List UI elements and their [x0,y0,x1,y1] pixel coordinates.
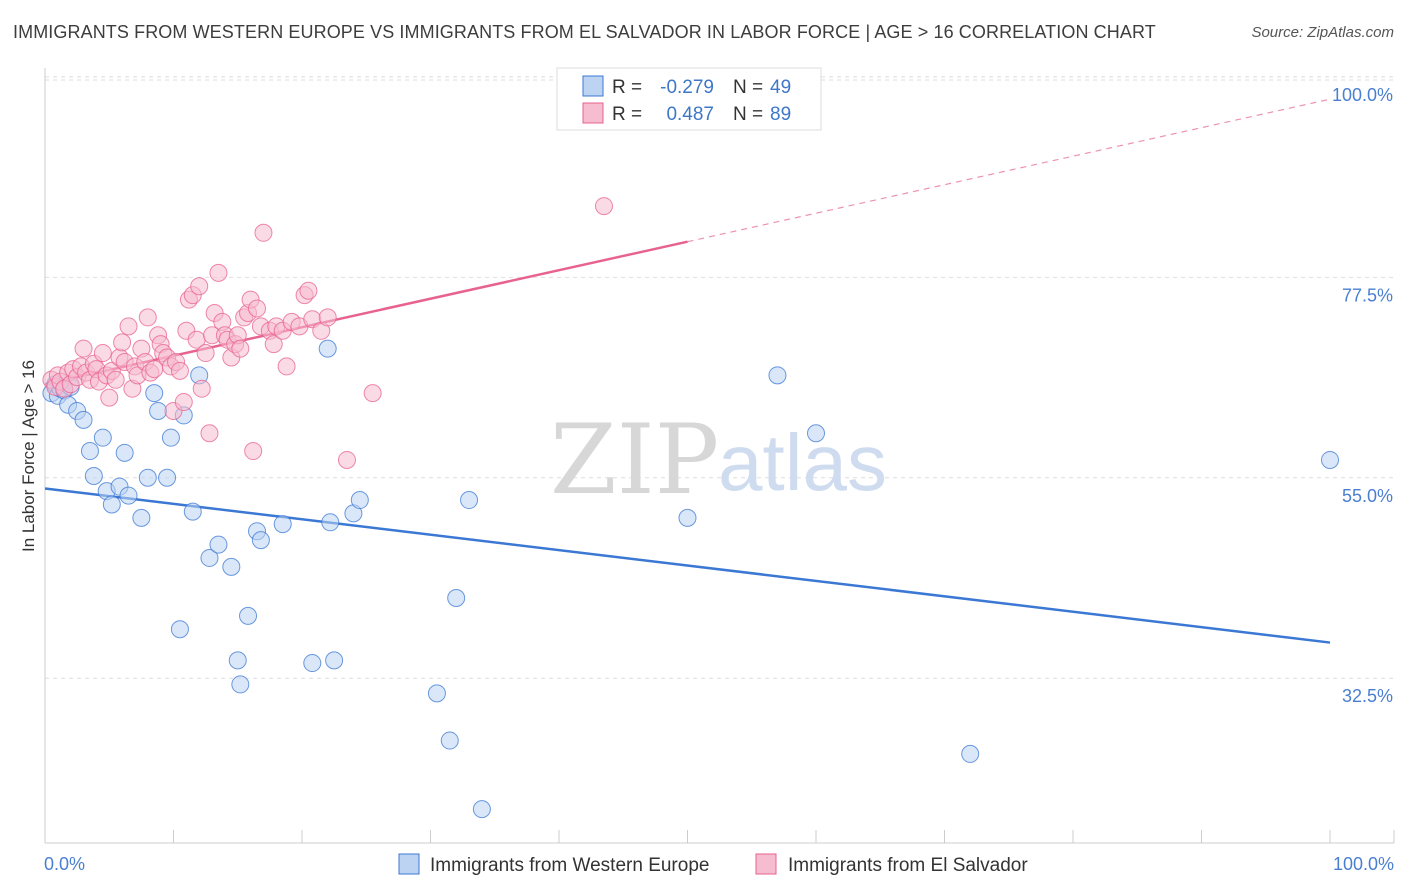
point-el-salvador [138,308,157,327]
point-western-europe [678,508,697,527]
point-el-salvador [254,223,273,242]
point-el-salvador [119,317,138,336]
y-tick-label: 55.0% [1342,486,1393,506]
point-western-europe [119,486,138,505]
point-el-salvador [190,277,209,296]
legend-n-value-1: 49 [770,77,791,98]
point-western-europe [80,442,99,461]
y-tick-label: 32.5% [1342,686,1393,706]
point-el-salvador [318,308,337,327]
point-western-europe [460,491,479,510]
point-western-europe [228,651,247,670]
bottom-legend: Immigrants from Western Europe Immigrant… [398,853,1028,876]
legend-r-value-2: 0.487 [666,104,714,125]
legend-swatch-blue [582,75,604,97]
point-western-europe [273,515,292,534]
point-el-salvador [174,393,193,412]
watermark-zip: ZIP [550,404,719,516]
point-western-europe [183,502,202,521]
point-western-europe [200,548,219,567]
point-western-europe [138,468,157,487]
point-western-europe [440,731,459,750]
legend-n-value-2: 89 [770,104,791,125]
point-western-europe [170,620,189,639]
y-tick-label: 100.0% [1332,85,1393,105]
legend: R = -0.279 N = 49 R = 0.487 N = 89 [556,67,822,131]
chart-title: IMMIGRANTS FROM WESTERN EUROPE VS IMMIGR… [13,22,1156,42]
y-axis-label: In Labor Force | Age > 16 [19,360,38,552]
x-tick-label-max: 100.0% [1333,854,1394,874]
x-tick-label-min: 0.0% [44,854,85,874]
y-tick-label: 77.5% [1342,285,1393,305]
point-western-europe [768,366,787,385]
legend-r-label-1: R = [612,77,642,98]
axes [44,68,1394,844]
point-western-europe [158,468,177,487]
y-tick-labels: 32.5% 55.0% 77.5% 100.0% [1332,85,1393,706]
point-el-salvador [248,299,267,318]
point-el-salvador [74,339,93,358]
point-western-europe [239,606,258,625]
point-western-europe [93,428,112,447]
bottom-legend-swatch-pink [755,853,777,875]
data-points [42,197,1339,819]
point-western-europe [84,466,103,485]
point-western-europe [807,424,825,443]
point-el-salvador [231,339,250,358]
point-western-europe [318,339,337,358]
legend-r-label-2: R = [612,104,642,125]
point-el-salvador [337,450,356,469]
point-western-europe [472,800,491,819]
point-el-salvador [209,263,228,282]
point-western-europe [222,557,241,576]
watermark-atlas: atlas [718,418,887,507]
point-western-europe [1321,450,1339,469]
point-western-europe [74,410,93,429]
point-el-salvador [299,281,318,300]
point-el-salvador [264,335,283,354]
point-el-salvador [106,370,125,389]
point-el-salvador [594,197,613,216]
point-western-europe [321,513,340,532]
legend-n-label-2: N = [733,104,763,125]
point-western-europe [303,654,322,673]
point-el-salvador [200,424,219,443]
legend-swatch-pink [582,102,604,124]
point-western-europe [427,684,446,703]
point-el-salvador [93,344,112,363]
grid-lines [45,76,1394,679]
point-el-salvador [277,357,296,376]
point-western-europe [251,531,270,550]
point-western-europe [149,401,168,420]
point-western-europe [961,744,980,763]
point-western-europe [209,535,228,554]
point-western-europe [115,443,134,462]
point-el-salvador [100,388,119,407]
point-western-europe [350,491,369,510]
point-western-europe [132,508,151,527]
legend-r-value-1: -0.279 [660,77,714,98]
x-ticks [173,830,1395,843]
point-western-europe [447,589,466,608]
point-el-salvador [192,379,211,398]
bottom-legend-swatch-blue [398,853,420,875]
legend-n-label-1: N = [733,77,763,98]
point-el-salvador [196,344,215,363]
point-western-europe [145,384,164,403]
source-label: Source: ZipAtlas.com [1251,24,1394,41]
point-el-salvador [113,333,132,352]
point-western-europe [102,495,121,514]
trend-line-western-europe [44,487,1331,644]
bottom-legend-label-pink: Immigrants from El Salvador [788,855,1028,876]
point-el-salvador [363,384,382,403]
point-western-europe [231,675,250,694]
point-el-salvador [170,361,189,380]
point-el-salvador [244,442,263,461]
point-western-europe [325,651,344,670]
point-western-europe [161,428,180,447]
bottom-legend-label-blue: Immigrants from Western Europe [430,855,709,876]
